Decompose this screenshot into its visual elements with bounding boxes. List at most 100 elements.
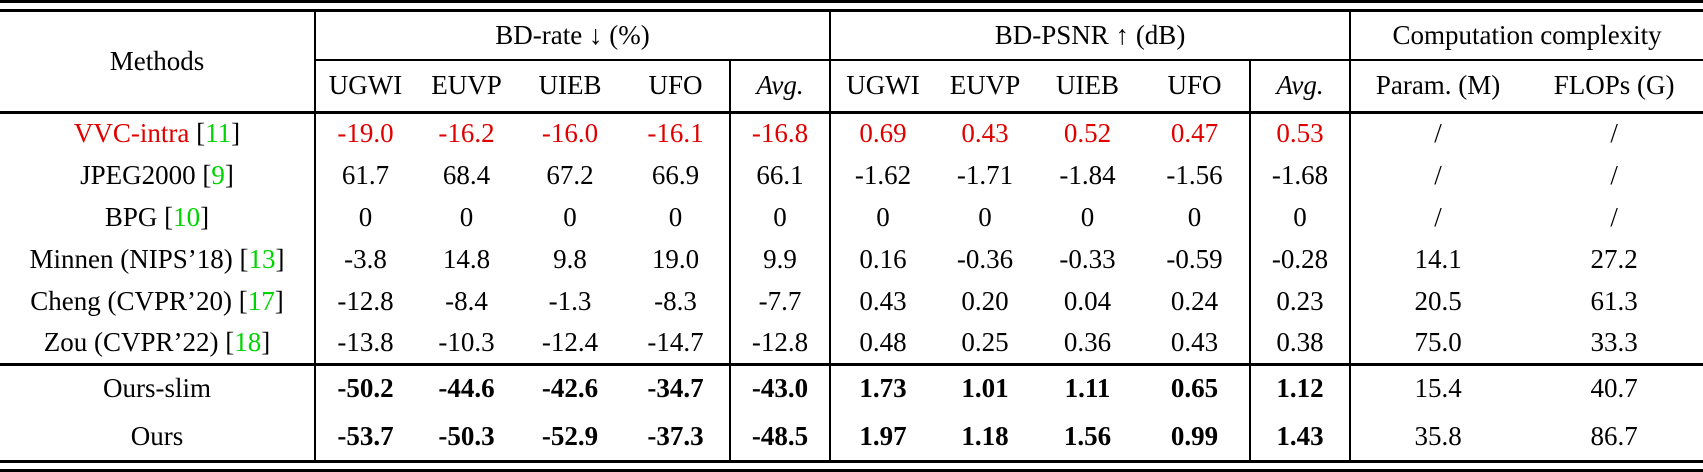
param-value: 14.1 [1414, 243, 1462, 274]
bdpsnr-ugwi-value: 0.16 [859, 243, 907, 274]
bdpsnr-avg-value: 0 [1250, 196, 1352, 238]
bdpsnr-uieb-value: 0.36 [1035, 322, 1141, 366]
bdrate-ufo-value: -37.3 [622, 412, 731, 460]
bdrate-ufo-value: -14.7 [622, 322, 731, 366]
bdpsnr-ugwi-value: 0 [876, 201, 890, 232]
table-row-cheng: Cheng (CVPR’20) [17] -12.8 -8.4 -1.3 -8.… [0, 280, 1703, 322]
bdpsnr-col-ugwi: UGWI [830, 60, 936, 114]
bdrate-ugwi-value: -12.8 [337, 285, 394, 316]
bdpsnr-euvp-value: 1.18 [961, 420, 1009, 451]
citation-ref-link[interactable]: 13 [248, 243, 276, 274]
bdpsnr-ugwi-value: 1.97 [859, 420, 907, 451]
flops-value: 33.3 [1525, 322, 1703, 366]
method-name: Zou (CVPR’22) [43, 326, 219, 357]
bdrate-uieb-value: 9.8 [553, 243, 587, 274]
header-group-row: Methods BD-rate ↓ (%) BD-PSNR ↑ (dB) Com… [0, 12, 1703, 114]
bdrate-uieb-value: -12.4 [518, 322, 622, 366]
bdrate-ugwi-value: -50.2 [337, 373, 394, 404]
citation: [10] [157, 202, 209, 232]
param-value: 15.4 [1414, 373, 1462, 404]
bdrate-ufo-value: -16.1 [622, 112, 731, 154]
flops-value: / [1610, 118, 1618, 149]
bdpsnr-col-uieb: UIEB [1035, 60, 1141, 114]
bdrate-ufo-value: -8.3 [622, 280, 731, 322]
citation-ref-link[interactable]: 18 [234, 326, 262, 357]
bdpsnr-ufo-value: 0.24 [1140, 280, 1252, 322]
table-row-ours: Ours -53.7 -50.3 -52.9 -37.3 -48.5 1.97 … [0, 412, 1703, 460]
bdpsnr-col-ufo: UFO [1140, 60, 1252, 114]
citation: [18] [218, 326, 270, 357]
complexity-group-header: Computation complexity [1350, 12, 1703, 61]
method-cell: Minnen (NIPS’18) [13] [0, 238, 316, 280]
bdpsnr-uieb-value: 0.52 [1063, 118, 1112, 149]
table-top-double-rule [0, 0, 1703, 12]
bdpsnr-euvp-value: 0.20 [961, 285, 1009, 316]
bdpsnr-avg-value: 1.43 [1250, 412, 1352, 460]
method-cell: Ours-slim [0, 364, 316, 412]
bdpsnr-group-header: BD-PSNR ↑ (dB) [830, 12, 1352, 61]
bdrate-euvp-value: 14.8 [442, 243, 491, 274]
bdrate-ufo-value: 66.9 [622, 154, 731, 196]
method-name: Ours [130, 420, 184, 451]
citation-ref-link[interactable]: 11 [205, 118, 232, 149]
bdrate-avg-value: 9.9 [730, 238, 832, 280]
bdpsnr-col-euvp: EUVP [935, 60, 1036, 114]
citation-ref-link[interactable]: 9 [211, 159, 225, 190]
method-name: BPG [104, 201, 158, 232]
bdrate-euvp-value: -44.6 [438, 373, 495, 404]
bdpsnr-euvp-value: 0.43 [961, 118, 1009, 149]
bdpsnr-ufo-value: -1.56 [1140, 154, 1252, 196]
flops-value: 86.7 [1590, 420, 1638, 451]
bdrate-avg-value: -7.7 [730, 280, 832, 322]
methods-header: Methods [0, 12, 316, 114]
bdpsnr-ufo-value: 0.47 [1140, 112, 1252, 154]
bdpsnr-col-avg: Avg. [1250, 60, 1352, 114]
param-value: / [1434, 159, 1442, 190]
bdpsnr-uieb-value: 0 [1080, 201, 1095, 232]
method-cell: VVC-intra [11] [0, 112, 316, 154]
citation-bracket-open: [ [195, 159, 212, 190]
bdrate-col-ugwi: UGWI [315, 60, 415, 114]
citation: [11] [189, 118, 240, 148]
param-value: 75.0 [1350, 322, 1526, 366]
bdrate-ugwi-value: -53.7 [337, 420, 394, 451]
bdpsnr-uieb-value: -1.84 [1059, 159, 1116, 190]
bdrate-col-ufo: UFO [622, 60, 731, 114]
complexity-col-flops: FLOPs (G) [1525, 60, 1703, 114]
bdpsnr-avg-value: 1.12 [1250, 364, 1352, 412]
citation-bracket-close: ] [224, 159, 234, 190]
bdpsnr-avg-value: 0.53 [1250, 112, 1352, 154]
bdrate-col-euvp: EUVP [415, 60, 518, 114]
bdrate-euvp-value: 0 [459, 201, 474, 232]
bdpsnr-uieb-value: -0.33 [1059, 243, 1116, 274]
citation-ref-link[interactable]: 17 [247, 285, 275, 316]
citation: [9] [196, 160, 234, 190]
flops-value: / [1610, 159, 1618, 190]
complexity-col-param: Param. (M) [1350, 60, 1526, 114]
param-value: 35.8 [1414, 420, 1462, 451]
method-cell: Cheng (CVPR’20) [17] [0, 280, 316, 322]
method-cell: Zou (CVPR’22) [18] [0, 322, 316, 366]
table-row-vvc-intra: VVC-intra [11] -19.0 -16.2 -16.0 -16.1 -… [0, 112, 1703, 154]
bdrate-avg-value: -12.8 [730, 322, 832, 366]
flops-value: / [1610, 201, 1618, 232]
method-cell: BPG [10] [0, 196, 316, 238]
citation-bracket-open: [ [218, 326, 235, 357]
bdrate-ufo-value: 0 [622, 196, 731, 238]
bdrate-uieb-value: -1.3 [548, 285, 592, 316]
citation-bracket-open: [ [189, 118, 206, 149]
citation-bracket-close: ] [231, 118, 241, 149]
bdrate-ugwi-value: -13.8 [315, 322, 415, 366]
table-row-jpeg2000: JPEG2000 [9] 61.7 68.4 67.2 66.9 66.1 -1… [0, 154, 1703, 196]
bdpsnr-ugwi-value: 0.48 [830, 322, 936, 366]
bdrate-ufo-value: -34.7 [622, 364, 731, 412]
citation-bracket-open: [ [232, 285, 248, 316]
method-name: JPEG2000 [80, 159, 196, 190]
table-row-bpg: BPG [10] 0 0 0 0 0 0 0 0 0 0 / / [0, 196, 1703, 238]
bdrate-uieb-value: 0 [563, 201, 577, 232]
bdrate-group-header: BD-rate ↓ (%) [315, 12, 832, 61]
bdrate-euvp-value: 68.4 [442, 159, 491, 190]
bdpsnr-avg-value: 0.38 [1250, 322, 1352, 366]
bdpsnr-euvp-value: 1.01 [961, 373, 1009, 404]
citation-ref-link[interactable]: 10 [173, 201, 201, 232]
